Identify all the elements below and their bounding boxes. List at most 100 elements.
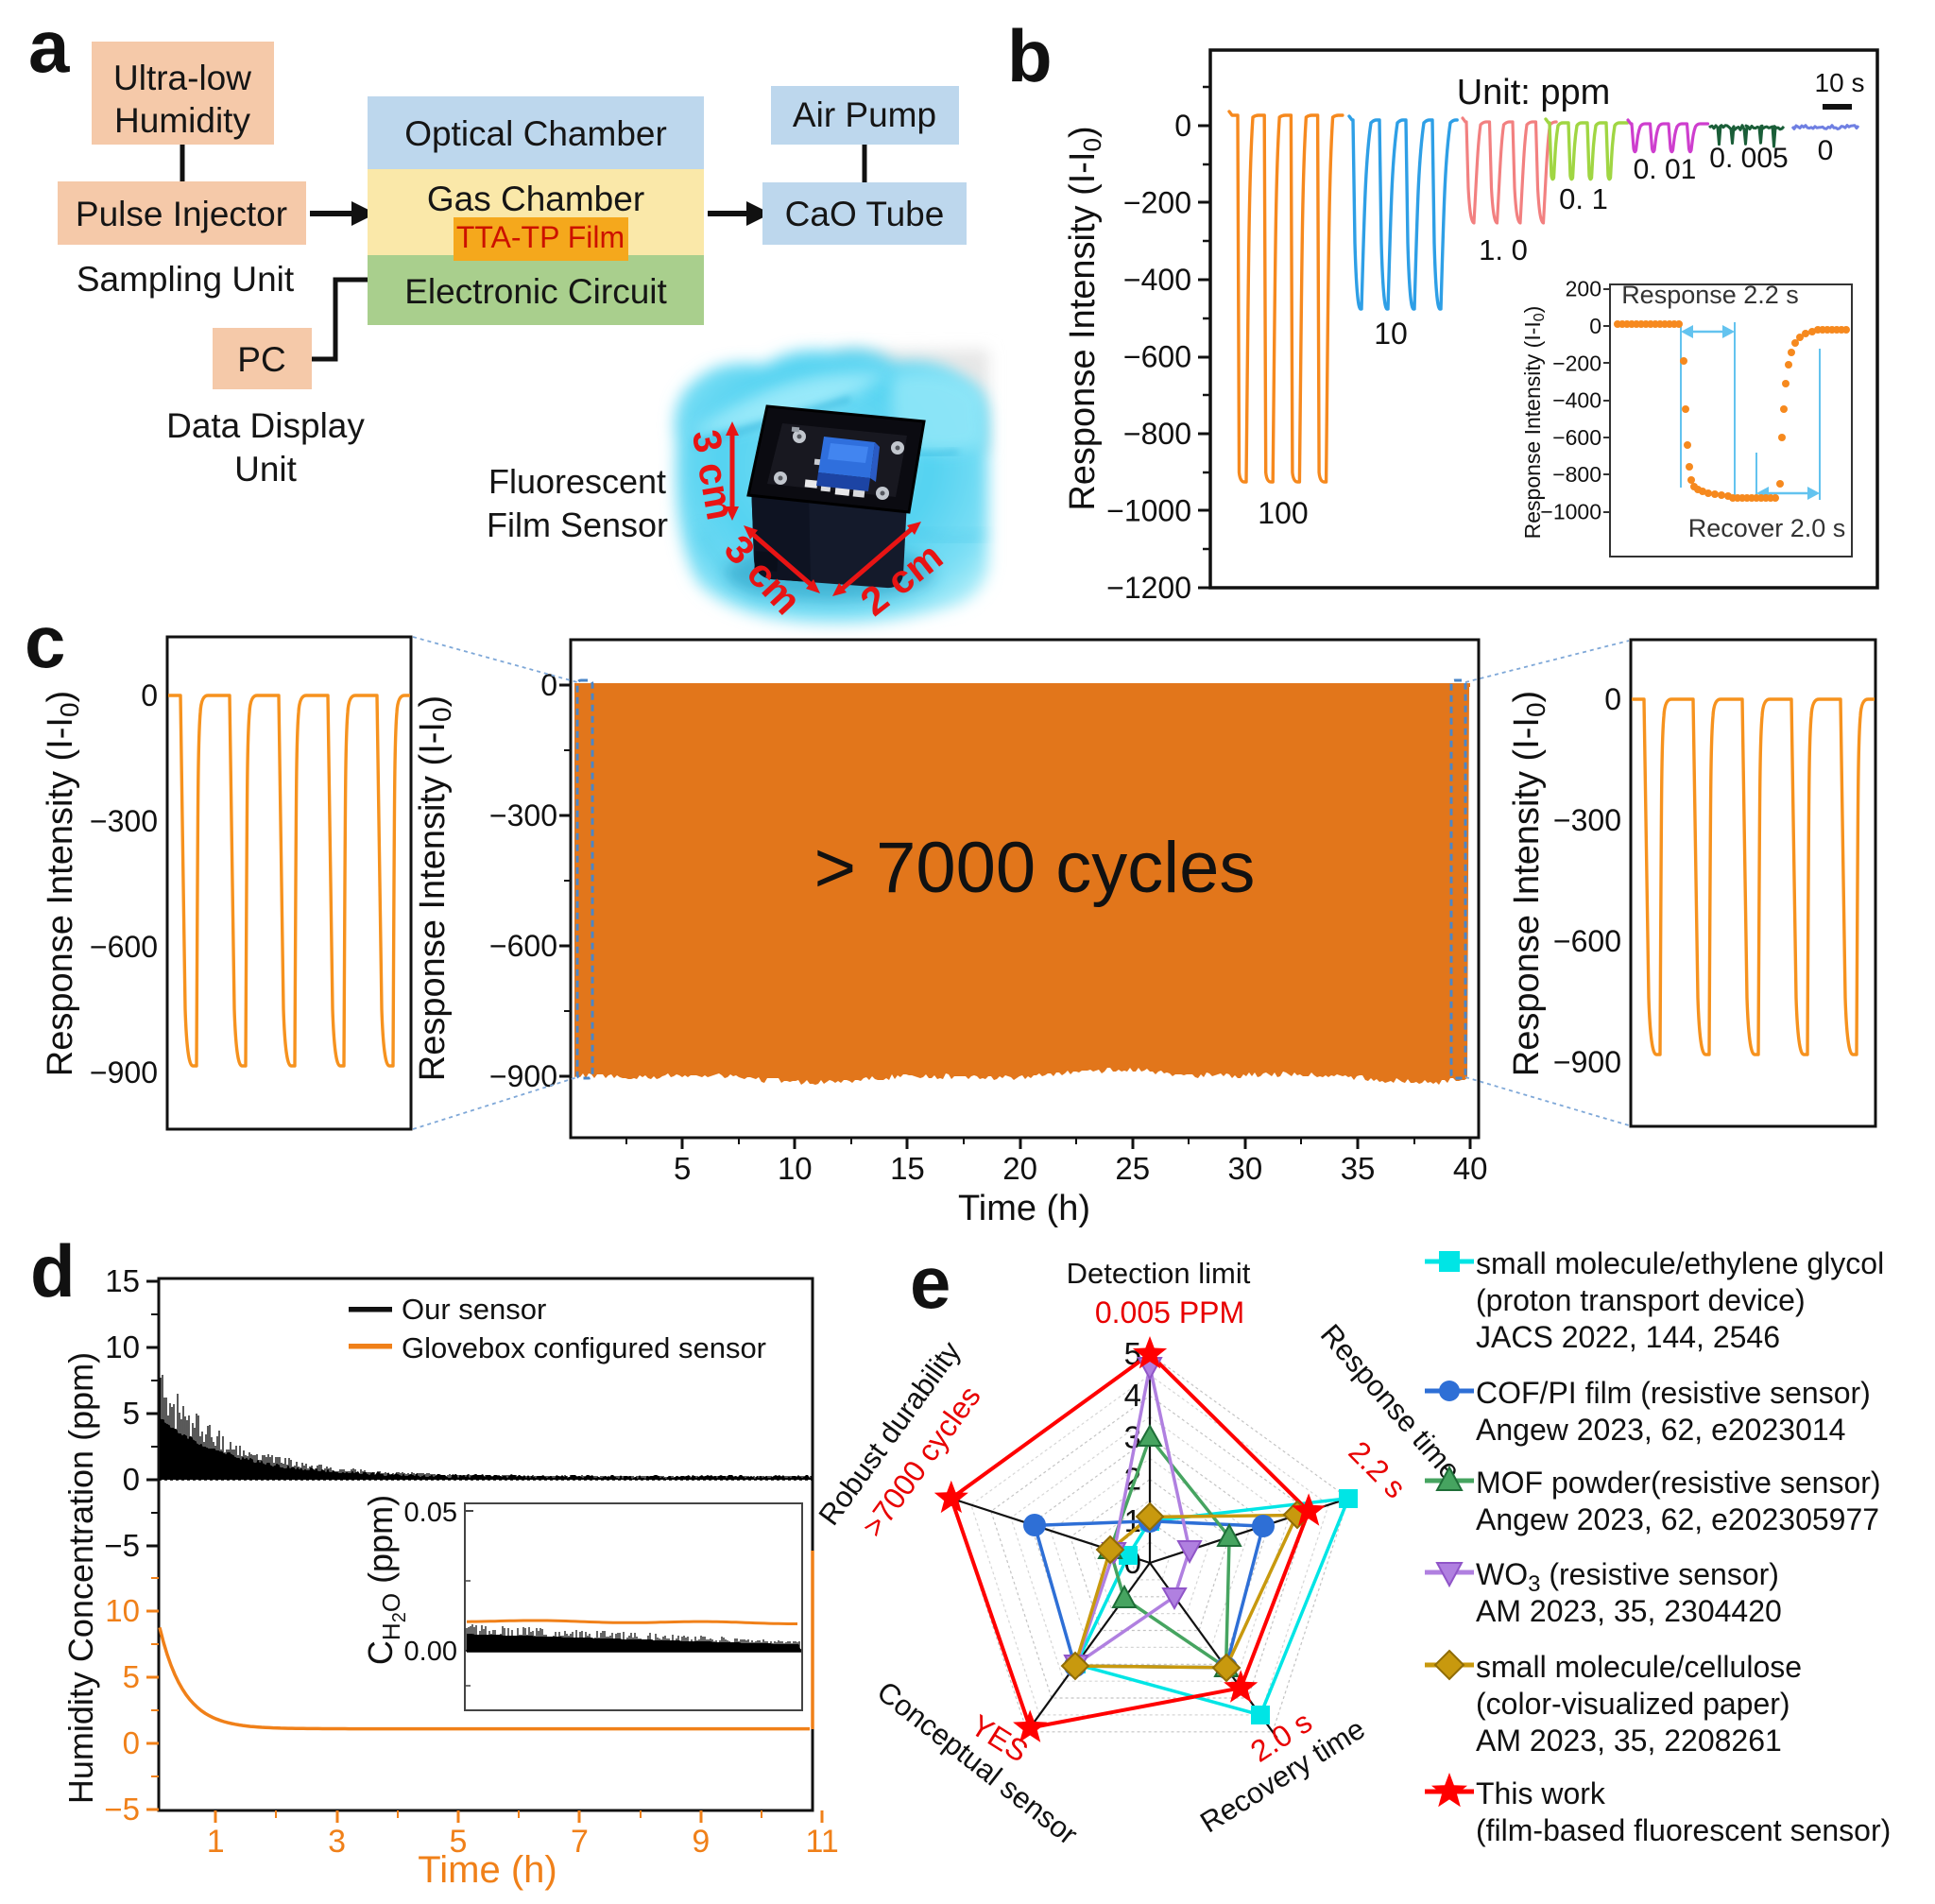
svg-text:−600: −600 — [489, 929, 557, 963]
svg-text:1. 0: 1. 0 — [1479, 233, 1528, 266]
svg-text:Data Display: Data Display — [166, 406, 365, 445]
svg-text:Angew 2023, 62, e202305977: Angew 2023, 62, e202305977 — [1476, 1502, 1879, 1536]
svg-text:−800: −800 — [1123, 417, 1191, 451]
svg-text:−1000: −1000 — [1540, 500, 1601, 524]
svg-text:3: 3 — [328, 1824, 346, 1860]
svg-text:5: 5 — [450, 1824, 468, 1860]
svg-text:30: 30 — [1228, 1151, 1263, 1186]
svg-text:small molecule/ethylene glycol: small molecule/ethylene glycol — [1476, 1246, 1884, 1280]
svg-text:MOF powder(resistive sensor): MOF powder(resistive sensor) — [1476, 1466, 1881, 1500]
svg-text:Glovebox configured sensor: Glovebox configured sensor — [402, 1331, 766, 1364]
svg-text:Pulse Injector: Pulse Injector — [76, 195, 287, 233]
svg-text:5: 5 — [123, 1659, 140, 1694]
svg-text:Humidity Concentration (ppm): Humidity Concentration (ppm) — [61, 1352, 100, 1804]
svg-text:−600: −600 — [1123, 340, 1191, 374]
svg-text:(color-visualized paper): (color-visualized paper) — [1476, 1687, 1790, 1721]
svg-text:AM 2023, 35, 2304420: AM 2023, 35, 2304420 — [1476, 1594, 1782, 1628]
svg-text:Electronic Circuit: Electronic Circuit — [404, 272, 667, 311]
svg-text:−800: −800 — [1552, 462, 1601, 487]
svg-text:10: 10 — [778, 1151, 813, 1186]
svg-text:Fluorescent: Fluorescent — [488, 462, 666, 501]
svg-text:0: 0 — [1174, 109, 1191, 143]
svg-text:small molecule/cellulose: small molecule/cellulose — [1476, 1650, 1802, 1684]
svg-text:Unit: ppm: Unit: ppm — [1457, 73, 1611, 112]
svg-text:(film-based fluorescent sensor: (film-based fluorescent sensor) — [1476, 1813, 1891, 1847]
svg-text:−900: −900 — [1553, 1045, 1621, 1079]
svg-text:a: a — [28, 5, 70, 88]
svg-text:Gas Chamber: Gas Chamber — [427, 180, 644, 218]
svg-text:10: 10 — [105, 1329, 140, 1364]
svg-text:Response Intensity (I-I0): Response Intensity (I-I0) — [1507, 691, 1550, 1076]
svg-text:5: 5 — [674, 1151, 691, 1186]
svg-text:(proton transport device): (proton transport device) — [1476, 1283, 1806, 1317]
svg-text:10 s: 10 s — [1815, 68, 1865, 97]
svg-text:9: 9 — [692, 1824, 710, 1860]
svg-text:TTA-TP Film: TTA-TP Film — [456, 220, 625, 254]
svg-text:Air Pump: Air Pump — [793, 95, 936, 134]
svg-text:15: 15 — [890, 1151, 925, 1186]
svg-text:0. 1: 0. 1 — [1559, 182, 1608, 215]
svg-text:−200: −200 — [1552, 351, 1601, 375]
svg-text:−600: −600 — [1553, 924, 1621, 958]
svg-text:Response 2.2 s: Response 2.2 s — [1621, 281, 1799, 309]
svg-text:−600: −600 — [90, 930, 158, 964]
svg-text:−1000: −1000 — [1106, 494, 1191, 528]
svg-text:0.005 PPM: 0.005 PPM — [1095, 1295, 1244, 1329]
svg-text:> 7000 cycles: > 7000 cycles — [814, 828, 1256, 908]
svg-text:40: 40 — [1453, 1151, 1488, 1186]
svg-text:CaO Tube: CaO Tube — [785, 195, 945, 233]
svg-text:Optical Chamber: Optical Chamber — [404, 114, 667, 153]
svg-text:5: 5 — [123, 1396, 140, 1431]
svg-text:−300: −300 — [489, 798, 557, 832]
svg-text:−400: −400 — [1552, 388, 1601, 413]
svg-text:0: 0 — [1604, 682, 1621, 716]
svg-text:Response Intensity (I-I0): Response Intensity (I-I0) — [1063, 126, 1106, 510]
svg-text:Sampling Unit: Sampling Unit — [77, 260, 295, 299]
svg-text:0: 0 — [1818, 135, 1834, 166]
svg-text:0: 0 — [123, 1725, 140, 1760]
svg-text:AM 2023, 35, 2208261: AM 2023, 35, 2208261 — [1476, 1724, 1782, 1758]
svg-text:Our sensor: Our sensor — [402, 1293, 546, 1326]
svg-text:−5: −5 — [104, 1792, 140, 1827]
svg-text:0.05: 0.05 — [404, 1498, 457, 1528]
svg-text:Response Intensity (I-I0): Response Intensity (I-I0) — [413, 695, 456, 1081]
svg-text:25: 25 — [1115, 1151, 1150, 1186]
svg-text:0: 0 — [1589, 314, 1601, 338]
svg-text:10: 10 — [1374, 317, 1408, 351]
svg-text:200: 200 — [1566, 277, 1601, 301]
svg-text:0: 0 — [141, 678, 158, 712]
svg-text:Ultra-low: Ultra-low — [113, 59, 251, 97]
svg-text:COF/PI film (resistive sensor): COF/PI film (resistive sensor) — [1476, 1376, 1871, 1410]
svg-text:Response Intensity (I-I0): Response Intensity (I-I0) — [41, 691, 84, 1076]
svg-text:−5: −5 — [104, 1528, 140, 1563]
svg-text:Humidity: Humidity — [114, 101, 250, 140]
svg-text:−300: −300 — [90, 804, 158, 838]
svg-text:20: 20 — [1002, 1151, 1037, 1186]
svg-text:−600: −600 — [1552, 425, 1601, 450]
svg-text:Time (h): Time (h) — [958, 1189, 1090, 1228]
svg-text:0: 0 — [540, 668, 557, 702]
svg-text:This work: This work — [1476, 1776, 1606, 1810]
svg-text:−400: −400 — [1123, 263, 1191, 297]
svg-text:Film Sensor: Film Sensor — [487, 506, 668, 544]
svg-text:e: e — [910, 1241, 950, 1324]
svg-text:1: 1 — [207, 1824, 225, 1860]
svg-text:Recover 2.0 s: Recover 2.0 s — [1688, 514, 1846, 542]
svg-text:Response Intensity (I-I0): Response Intensity (I-I0) — [1520, 306, 1548, 540]
svg-text:Angew 2023, 62, e2023014: Angew 2023, 62, e2023014 — [1476, 1413, 1845, 1447]
svg-text:b: b — [1007, 14, 1053, 97]
svg-text:0. 005: 0. 005 — [1709, 143, 1788, 174]
svg-text:15: 15 — [105, 1263, 140, 1298]
svg-text:4: 4 — [1124, 1378, 1141, 1413]
svg-text:35: 35 — [1341, 1151, 1376, 1186]
svg-text:WO3 (resistive sensor): WO3 (resistive sensor) — [1476, 1557, 1779, 1597]
svg-text:−300: −300 — [1553, 803, 1621, 837]
svg-text:10: 10 — [105, 1593, 140, 1628]
svg-text:7: 7 — [571, 1824, 589, 1860]
svg-text:−1200: −1200 — [1106, 571, 1191, 605]
svg-text:JACS 2022, 144, 2546: JACS 2022, 144, 2546 — [1476, 1320, 1780, 1354]
svg-text:11: 11 — [806, 1824, 839, 1860]
svg-text:0.00: 0.00 — [404, 1637, 457, 1667]
svg-text:Time (h): Time (h) — [418, 1849, 557, 1891]
svg-text:100: 100 — [1258, 496, 1308, 530]
